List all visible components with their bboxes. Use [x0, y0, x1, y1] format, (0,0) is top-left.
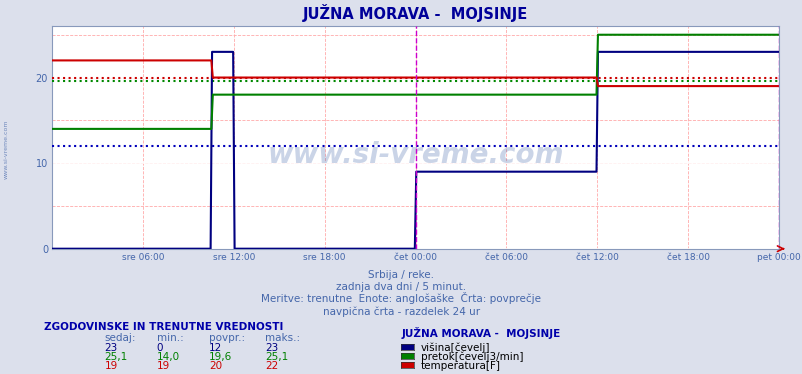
Title: JUŽNA MORAVA -  MOJSINJE: JUŽNA MORAVA - MOJSINJE	[302, 4, 528, 22]
Text: Srbija / reke.: Srbija / reke.	[368, 270, 434, 279]
Text: maks.:: maks.:	[265, 333, 300, 343]
Text: višina[čevelj]: višina[čevelj]	[420, 342, 490, 353]
Text: temperatura[F]: temperatura[F]	[420, 361, 500, 371]
Text: 12: 12	[209, 343, 222, 353]
Text: Meritve: trenutne  Enote: anglošaške  Črta: povprečje: Meritve: trenutne Enote: anglošaške Črta…	[261, 292, 541, 304]
Text: 14,0: 14,0	[156, 352, 180, 362]
Text: min.:: min.:	[156, 333, 183, 343]
Text: 23: 23	[265, 343, 278, 353]
Text: 19,6: 19,6	[209, 352, 232, 362]
Text: www.si-vreme.com: www.si-vreme.com	[4, 120, 9, 180]
Text: 19: 19	[104, 361, 118, 371]
Text: 20: 20	[209, 361, 221, 371]
Text: ZGODOVINSKE IN TRENUTNE VREDNOSTI: ZGODOVINSKE IN TRENUTNE VREDNOSTI	[44, 322, 283, 332]
Text: zadnja dva dni / 5 minut.: zadnja dva dni / 5 minut.	[336, 282, 466, 292]
Text: 25,1: 25,1	[265, 352, 288, 362]
Text: JUŽNA MORAVA -  MOJSINJE: JUŽNA MORAVA - MOJSINJE	[401, 327, 560, 339]
Text: navpična črta - razdelek 24 ur: navpična črta - razdelek 24 ur	[322, 306, 480, 316]
Text: povpr.:: povpr.:	[209, 333, 245, 343]
Text: 23: 23	[104, 343, 118, 353]
Text: sedaj:: sedaj:	[104, 333, 136, 343]
Text: 22: 22	[265, 361, 278, 371]
Text: 19: 19	[156, 361, 170, 371]
Text: www.si-vreme.com: www.si-vreme.com	[267, 141, 563, 169]
Text: pretok[čevelj3/min]: pretok[čevelj3/min]	[420, 351, 523, 362]
Text: 0: 0	[156, 343, 163, 353]
Text: 25,1: 25,1	[104, 352, 128, 362]
